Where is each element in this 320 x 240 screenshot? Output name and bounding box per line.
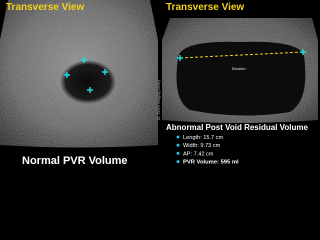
measurement: AP: 7.42 cm: [183, 151, 214, 157]
caliper-markers: [177, 49, 306, 61]
view-title: Transverse View: [6, 2, 84, 13]
organ-label: Bladder: [232, 66, 246, 71]
measurement: Width: 9.73 cm: [183, 143, 221, 149]
bladder: [176, 41, 306, 116]
bladder-region: [60, 60, 116, 104]
view-title: Transverse View: [166, 2, 244, 13]
measurement: Length: 15.7 cm: [183, 135, 223, 141]
bullet: [176, 160, 180, 164]
bullet: [176, 151, 180, 155]
caliper-markers: [64, 57, 108, 93]
caption: Normal PVR Volume: [22, 155, 128, 167]
page: {"panels": [ {"title": "Transverse View"…: [0, 0, 318, 167]
measurement-line: [179, 51, 304, 59]
watermark: Dr. Sam's Imaging Library: [157, 80, 161, 120]
measurement: PVR Volume: 595 ml: [183, 160, 239, 166]
caption: Abnormal Post Void Residual Volume: [166, 123, 308, 132]
right-panel: Bladder Dr. Sam's Imaging Library Transv…: [157, 2, 318, 166]
bullet: [176, 143, 180, 147]
screenshot: Transverse View Normal PVR Volume Bladde…: [0, 0, 318, 167]
bullet: [176, 135, 180, 139]
measurement-list: Length: 15.7 cm Width: 9.73 cm AP: 7.42 cm…: [176, 135, 239, 166]
left-panel: Transverse View Normal PVR Volume: [0, 0, 158, 167]
